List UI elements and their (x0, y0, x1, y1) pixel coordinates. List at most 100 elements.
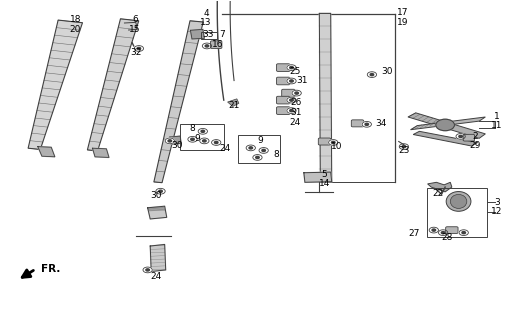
Text: 16: 16 (211, 40, 223, 49)
Circle shape (146, 269, 149, 271)
Text: 10: 10 (331, 142, 343, 151)
Circle shape (290, 99, 293, 101)
Text: 9: 9 (257, 136, 264, 145)
Circle shape (459, 230, 468, 236)
Polygon shape (304, 172, 332, 182)
Text: 31: 31 (297, 76, 308, 85)
FancyBboxPatch shape (277, 107, 290, 115)
FancyBboxPatch shape (210, 41, 222, 49)
Text: 24: 24 (219, 144, 231, 153)
Circle shape (191, 138, 194, 140)
Circle shape (159, 190, 162, 192)
Circle shape (367, 72, 376, 77)
Ellipse shape (446, 192, 471, 211)
Circle shape (429, 227, 438, 233)
Text: 2: 2 (472, 132, 478, 140)
Circle shape (143, 267, 153, 273)
Circle shape (456, 133, 465, 139)
Text: 22: 22 (432, 189, 444, 198)
FancyBboxPatch shape (277, 77, 290, 85)
Circle shape (156, 188, 165, 194)
Circle shape (442, 232, 445, 234)
Circle shape (295, 92, 298, 94)
Circle shape (432, 229, 435, 231)
Circle shape (290, 109, 293, 112)
Circle shape (331, 141, 335, 144)
Text: 14: 14 (319, 180, 330, 188)
Circle shape (211, 140, 221, 145)
Circle shape (259, 148, 268, 153)
Circle shape (246, 145, 255, 151)
Polygon shape (413, 131, 478, 146)
Text: 6: 6 (132, 15, 138, 24)
Text: 28: 28 (441, 233, 452, 242)
Text: 15: 15 (129, 25, 141, 34)
Text: 25: 25 (289, 67, 300, 76)
Circle shape (287, 65, 296, 70)
FancyBboxPatch shape (277, 96, 290, 104)
FancyBboxPatch shape (352, 120, 363, 127)
Circle shape (134, 46, 144, 51)
Text: 33: 33 (203, 30, 214, 39)
Circle shape (287, 108, 296, 114)
Polygon shape (93, 148, 109, 157)
Text: 24: 24 (151, 272, 162, 281)
Polygon shape (148, 206, 166, 219)
Circle shape (256, 156, 259, 158)
Circle shape (249, 147, 252, 149)
Text: 7: 7 (220, 30, 225, 39)
Text: 1: 1 (494, 112, 499, 121)
Text: 34: 34 (375, 119, 387, 129)
Text: 24: 24 (289, 118, 300, 127)
Circle shape (203, 140, 206, 142)
Polygon shape (428, 182, 452, 192)
Circle shape (262, 149, 265, 152)
Text: 21: 21 (229, 101, 240, 110)
Circle shape (202, 43, 211, 49)
Circle shape (165, 138, 174, 144)
Circle shape (201, 130, 205, 132)
Circle shape (438, 230, 448, 236)
Circle shape (402, 146, 406, 148)
Ellipse shape (450, 195, 467, 208)
Circle shape (462, 232, 465, 234)
Text: 30: 30 (171, 141, 183, 150)
Circle shape (365, 123, 369, 125)
Circle shape (292, 90, 301, 96)
Polygon shape (408, 113, 485, 138)
Circle shape (459, 135, 462, 138)
Circle shape (188, 136, 197, 142)
Circle shape (198, 128, 207, 134)
Text: 13: 13 (200, 19, 211, 28)
Circle shape (205, 45, 209, 47)
Circle shape (290, 67, 293, 69)
Text: 17: 17 (397, 8, 408, 17)
Polygon shape (190, 29, 204, 39)
Polygon shape (410, 117, 485, 130)
Circle shape (137, 47, 141, 50)
FancyBboxPatch shape (282, 89, 295, 97)
Circle shape (168, 140, 172, 142)
Polygon shape (38, 147, 55, 157)
Text: FR.: FR. (41, 264, 60, 274)
Polygon shape (154, 21, 203, 183)
Text: 3: 3 (494, 197, 499, 206)
Circle shape (287, 97, 296, 103)
Text: 30: 30 (382, 67, 393, 76)
FancyBboxPatch shape (463, 134, 475, 141)
Circle shape (399, 144, 408, 149)
Circle shape (290, 80, 293, 82)
Circle shape (253, 155, 262, 160)
Circle shape (329, 140, 338, 145)
Text: 23: 23 (398, 146, 409, 155)
Text: 8: 8 (190, 124, 195, 133)
Text: 8: 8 (273, 150, 279, 159)
Circle shape (215, 141, 218, 144)
Text: 18: 18 (70, 15, 81, 24)
FancyBboxPatch shape (277, 64, 290, 71)
Text: 11: 11 (491, 121, 503, 130)
Circle shape (436, 119, 454, 131)
FancyBboxPatch shape (318, 138, 331, 145)
Text: 20: 20 (70, 25, 81, 34)
Text: 29: 29 (469, 141, 481, 150)
